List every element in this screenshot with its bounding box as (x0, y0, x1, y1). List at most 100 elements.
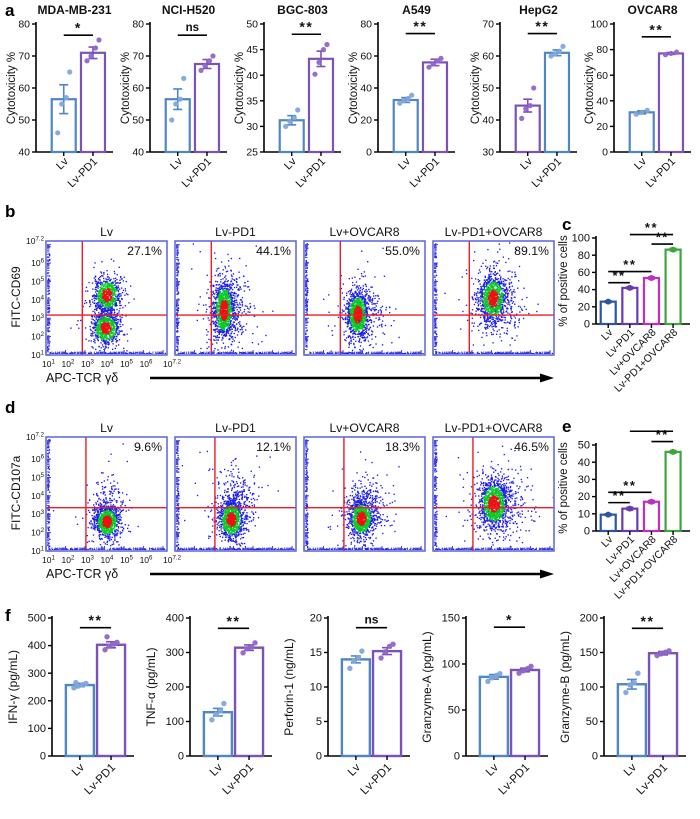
flow-row-cd107a: Lv 9.6% 107.2 106 105 104 103 102 101 101 102 103 10… (0, 421, 700, 598)
svg-text:107.2: 107.2 (163, 359, 182, 369)
svg-text:100: 100 (590, 19, 608, 31)
svg-text:Lv: Lv (396, 155, 413, 172)
svg-text:44.1%: 44.1% (256, 244, 291, 258)
svg-text:80: 80 (596, 44, 608, 56)
svg-text:105: 105 (31, 276, 44, 286)
svg-text:106: 106 (31, 258, 44, 268)
svg-text:Cytotoxicity %: Cytotoxicity % (348, 52, 360, 124)
chart-cytotoxicity-mda-mb-231: MDA-MB-231 40 50 60 70 80 Cytotoxicity % * Lv Lv-… (6, 2, 118, 199)
svg-text:80: 80 (132, 19, 144, 31)
svg-text:103: 103 (81, 359, 94, 369)
svg-text:0: 0 (366, 147, 372, 159)
svg-text:60: 60 (596, 70, 608, 82)
svg-text:Lv: Lv (54, 155, 71, 172)
svg-text:103: 103 (31, 313, 44, 323)
svg-text:60: 60 (360, 51, 372, 63)
chart-cytotoxicity-bgc-803: BGC-803 25 30 35 40 45 50 Cytotoxicity % ** Lv Lv-… (234, 2, 346, 199)
svg-text:106: 106 (140, 359, 153, 369)
svg-text:Lv+OVCAR8: Lv+OVCAR8 (329, 225, 399, 239)
svg-text:101: 101 (42, 359, 55, 369)
svg-text:A549: A549 (402, 3, 431, 17)
svg-text:40: 40 (132, 147, 144, 159)
svg-text:80: 80 (360, 19, 372, 31)
svg-text:ns: ns (186, 22, 199, 34)
svg-text:MDA-MB-231: MDA-MB-231 (37, 3, 111, 17)
chart-granzyme-a: 0 50 100 150 Granzyme-A (pg/mL) * Lv Lv-PD1 (420, 604, 554, 819)
chart-cytotoxicity-hepg2: HepG2 30 40 50 60 70 Cytotoxicity % ** Lv Lv-PD1 (470, 2, 582, 199)
svg-text:30: 30 (246, 121, 258, 133)
svg-text:Lv: Lv (100, 225, 114, 239)
chart-ifn-gamma: 0 100 200 300 400 500 IFN-γ (pg/mL) ** Lv Lv-PD1 (6, 604, 140, 819)
svg-text:40: 40 (246, 70, 258, 82)
svg-text:Cytotoxicity %: Cytotoxicity % (6, 52, 18, 124)
svg-text:20: 20 (596, 121, 608, 133)
svg-text:50: 50 (482, 83, 494, 95)
svg-text:Lv-PD1: Lv-PD1 (644, 156, 678, 190)
svg-text:50: 50 (246, 19, 258, 31)
svg-text:40: 40 (596, 95, 608, 107)
svg-text:**: ** (299, 19, 313, 35)
svg-text:Lv: Lv (518, 155, 535, 172)
svg-text:104: 104 (31, 294, 44, 304)
svg-text:102: 102 (62, 359, 75, 369)
svg-text:Cytotoxicity %: Cytotoxicity % (234, 52, 246, 124)
panel-b-label: b (5, 202, 16, 221)
svg-text:80: 80 (18, 19, 30, 31)
svg-text:NCI-H520: NCI-H520 (162, 3, 216, 17)
svg-text:60: 60 (18, 83, 30, 95)
svg-text:Cytotoxicity %: Cytotoxicity % (470, 52, 482, 124)
svg-text:102: 102 (31, 331, 44, 341)
panel-f-label: f (5, 606, 11, 625)
svg-text:Lv-PD1: Lv-PD1 (215, 225, 256, 239)
svg-text:Lv-PD1: Lv-PD1 (294, 156, 328, 190)
svg-text:45: 45 (246, 44, 258, 56)
panel-d-label: d (5, 398, 16, 417)
svg-text:Lv-PD1: Lv-PD1 (408, 156, 442, 190)
svg-text:70: 70 (132, 51, 144, 63)
svg-text:60: 60 (132, 83, 144, 95)
svg-text:25: 25 (246, 147, 258, 159)
panel-e-label: e (562, 417, 572, 436)
svg-text:OVCAR8: OVCAR8 (627, 3, 677, 17)
svg-text:20: 20 (360, 115, 372, 127)
flow-row-cd69: Lv 27.1% 107.2 106 105 104 103 102 101 101 102 103 1… (0, 225, 700, 402)
svg-text:40: 40 (482, 115, 494, 127)
svg-text:Lv-PD1: Lv-PD1 (180, 156, 214, 190)
svg-text:**: ** (413, 18, 427, 34)
chart-cytotoxicity-a549: A549 0 20 40 60 80 Cytotoxicity % ** Lv Lv-PD1 (348, 2, 460, 199)
svg-text:104: 104 (101, 359, 114, 369)
svg-text:35: 35 (246, 95, 258, 107)
panel-a-label: a (5, 1, 15, 20)
chart-cytotoxicity-nci-h520: NCI-H520 40 50 60 70 80 Cytotoxicity % ns Lv Lv-P… (120, 2, 232, 199)
svg-text:Cytotoxicity %: Cytotoxicity % (120, 52, 132, 124)
svg-text:HepG2: HepG2 (519, 3, 558, 17)
svg-text:40: 40 (360, 83, 372, 95)
svg-text:50: 50 (132, 115, 144, 127)
svg-text:60: 60 (482, 51, 494, 63)
svg-text:Lv: Lv (282, 155, 299, 172)
chart-perforin-1: 0 5 10 15 20 Perforin-1 (ng/mL) ns Lv Lv-PD1 (282, 604, 416, 819)
svg-text:*: * (75, 20, 82, 36)
svg-text:Lv-PD1: Lv-PD1 (66, 156, 100, 190)
svg-text:101: 101 (31, 350, 44, 360)
svg-text:70: 70 (482, 19, 494, 31)
svg-text:50: 50 (18, 115, 30, 127)
svg-text:107.2: 107.2 (26, 236, 45, 246)
svg-text:105: 105 (120, 359, 133, 369)
svg-text:0: 0 (602, 147, 608, 159)
svg-text:Lv-PD1: Lv-PD1 (530, 156, 564, 190)
svg-text:30: 30 (482, 147, 494, 159)
svg-text:**: ** (535, 18, 549, 34)
svg-text:BGC-803: BGC-803 (277, 3, 328, 17)
svg-text:27.1%: 27.1% (127, 244, 162, 258)
svg-text:**: ** (649, 21, 663, 37)
svg-text:40: 40 (18, 147, 30, 159)
chart-positive-cells-cd69: 0 20 40 60 80 100% of positive cells ** ** ** ** L… (556, 220, 700, 425)
svg-text:70: 70 (18, 51, 30, 63)
panel-c-label: c (562, 215, 572, 234)
chart-granzyme-b: 0 50 100 150 200 Granzyme-B (pg/mL) ** Lv Lv-PD1 (558, 604, 692, 819)
chart-cytotoxicity-ovcar8: OVCAR8 0 20 40 60 80 100 Cytotoxicity % ** Lv Lv-P… (584, 2, 696, 199)
chart-tnf-alpha: 0 100 200 300 400 TNF-α (pg/mL) ** Lv Lv-PD1 (144, 604, 278, 819)
